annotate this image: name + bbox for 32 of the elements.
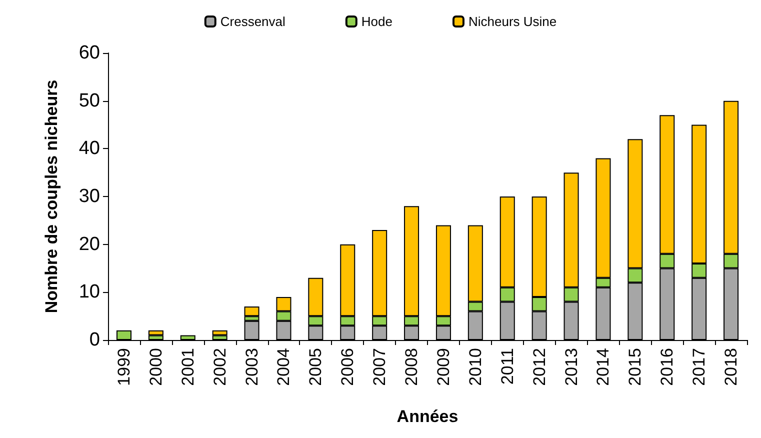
y-axis-title: Nombre de couples nicheurs [42,80,61,314]
y-tick-label: 0 [89,330,100,350]
y-tick-label: 30 [78,186,100,207]
x-tick-label: 2014 [594,348,613,386]
x-tick-label: 2007 [370,348,390,386]
y-tick-label: 60 [78,42,100,64]
y-tick-label: 10 [78,282,100,303]
legend-label: Hode [361,14,392,29]
y-tick-label: 40 [78,138,100,160]
legend-label: Cressenval [220,14,286,29]
x-tick-label: 2018 [722,348,741,386]
y-tick-label: 20 [78,234,100,255]
x-tick-label: 2011 [498,348,517,385]
x-axis-title: Années [396,407,458,426]
x-tick-label: 2009 [434,348,453,386]
x-tick-label: 2006 [338,348,358,386]
legend-label: Nicheurs Usine [468,14,557,29]
x-tick-label: 2004 [274,348,294,386]
x-tick-label: 2016 [658,348,677,386]
x-tick-label: 2005 [306,348,326,386]
x-tick-label: 2003 [242,348,262,386]
y-tick-label: 50 [78,90,100,112]
x-tick-label: 2010 [466,348,485,386]
x-tick-label: 2008 [402,348,422,386]
x-tick-label: 2013 [562,348,581,386]
x-tick-label: 2002 [210,348,230,386]
x-tick-label: 2012 [530,348,549,386]
x-tick-label: 1999 [114,348,134,386]
x-tick-label: 2001 [178,348,198,386]
x-tick-label: 2017 [690,348,709,386]
x-tick-label: 2015 [626,348,645,386]
x-tick-label: 2000 [146,348,166,386]
